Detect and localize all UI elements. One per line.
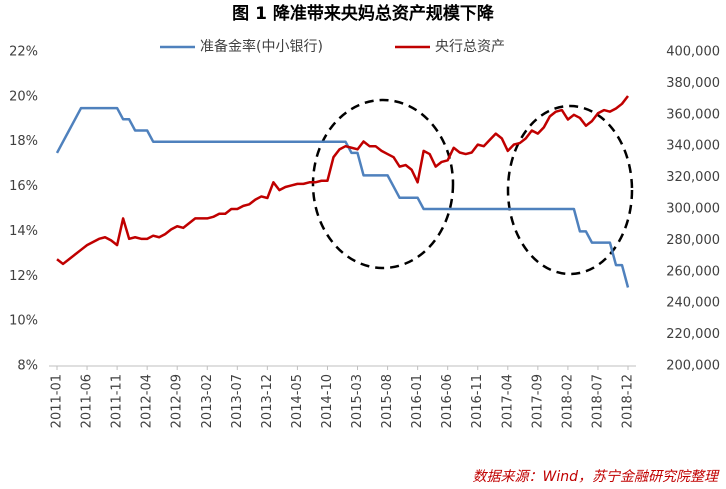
y2-tick-label: 280,000 [666, 233, 720, 248]
series-line [55, 106, 630, 288]
y2-tick-label: 260,000 [666, 264, 720, 279]
y2-tick-label: 320,000 [666, 170, 720, 185]
x-tick-label: 2016-01 [410, 374, 425, 428]
x-tick-label: 2017-04 [500, 374, 515, 428]
y2-tick-label: 200,000 [666, 359, 720, 374]
x-tick-label: 2012-04 [140, 374, 155, 428]
x-tick-label: 2011-01 [50, 374, 65, 428]
highlight-circle [506, 104, 634, 276]
legend-label: 央行总资产 [435, 39, 505, 55]
y-tick-label: 8% [17, 359, 38, 374]
x-tick-label: 2011-06 [80, 374, 95, 428]
x-tick-label: 2014-05 [290, 374, 305, 428]
y2-tick-label: 340,000 [666, 139, 720, 154]
x-tick-label: 2013-02 [200, 374, 215, 428]
y2-tick-label: 220,000 [666, 327, 720, 342]
y-tick-label: 22% [9, 45, 38, 60]
x-tick-label: 2016-06 [440, 374, 455, 428]
y-tick-label: 18% [9, 134, 38, 149]
y2-tick-label: 360,000 [666, 107, 720, 122]
y-tick-label: 20% [9, 89, 38, 104]
x-tick-label: 2015-03 [350, 374, 365, 428]
y-tick-label: 14% [9, 224, 38, 239]
y-tick-label: 12% [9, 269, 38, 284]
x-tick-label: 2013-07 [230, 374, 245, 428]
x-tick-label: 2018-12 [621, 374, 636, 428]
x-tick-label: 2016-11 [470, 374, 485, 428]
legend-label: 准备金率(中小银行) [200, 38, 323, 55]
chart-title: 图 1 降准带来央妈总资产规模下降 [232, 3, 495, 24]
source-note: 数据来源：Wind，苏宁金融研究院整理 [473, 469, 720, 485]
x-tick-label: 2014-10 [320, 374, 335, 428]
y-tick-label: 10% [9, 314, 38, 329]
x-tick-label: 2017-09 [530, 374, 545, 428]
x-tick-label: 2018-02 [560, 374, 575, 428]
y2-tick-label: 240,000 [666, 296, 720, 311]
highlight-circle [311, 98, 455, 270]
y2-tick-label: 380,000 [666, 76, 720, 91]
y2-tick-label: 400,000 [666, 45, 720, 60]
x-tick-label: 2018-07 [590, 374, 605, 428]
x-tick-label: 2012-09 [170, 374, 185, 428]
x-tick-label: 2013-12 [260, 374, 275, 428]
x-tick-label: 2015-08 [380, 374, 395, 428]
series-line [56, 95, 629, 266]
y-tick-label: 16% [9, 179, 38, 194]
y2-tick-label: 300,000 [666, 202, 720, 217]
x-tick-label: 2011-11 [110, 374, 125, 428]
